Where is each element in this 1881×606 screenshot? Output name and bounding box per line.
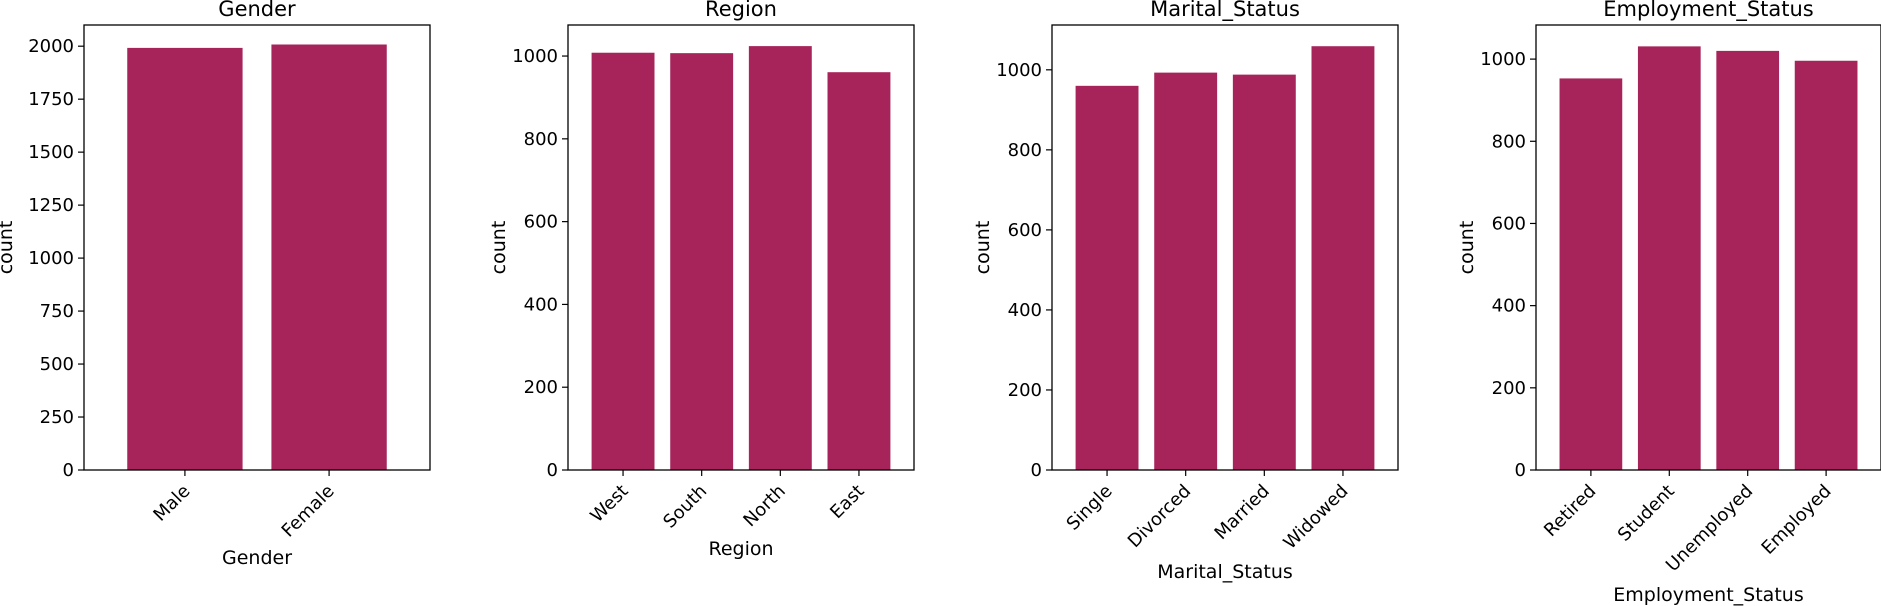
y-tick-label: 1750: [28, 89, 74, 110]
bar: [1637, 46, 1701, 470]
y-tick-label: 0: [547, 460, 558, 481]
x-tick-label: Divorced: [1124, 481, 1195, 552]
bar: [1154, 72, 1218, 471]
y-tick-label: 1000: [512, 46, 558, 67]
x-tick-label: Retired: [1540, 481, 1600, 541]
x-axis-label: Region: [708, 538, 773, 560]
chart-title: Employment_Status: [1603, 0, 1814, 22]
bar: [271, 44, 387, 470]
y-tick-label: 600: [1492, 213, 1526, 234]
chart-title: Region: [705, 0, 777, 21]
y-axis-label: count: [488, 221, 510, 275]
chart-panel: 0 250 500 750 1000 1250 1500 1750 2000 Male Female…: [0, 0, 431, 569]
chart-title: Gender: [218, 0, 296, 21]
bar: [1559, 78, 1623, 470]
axes-frame: [567, 24, 915, 471]
y-tick-label: 400: [524, 294, 558, 315]
y-tick-label: 600: [524, 212, 558, 233]
chart-panel: 0 200 400 600 800 1000 Single Divorced Married Wi…: [972, 0, 1399, 583]
bar: [591, 52, 655, 470]
y-tick-label: 200: [1492, 378, 1526, 399]
y-tick-label: 800: [1492, 131, 1526, 152]
y-tick-label: 0: [1515, 460, 1526, 481]
x-tick-label: West: [586, 481, 632, 527]
x-tick-label: Female: [278, 481, 339, 542]
bar: [1075, 85, 1139, 471]
x-axis-label: Employment_Status: [1613, 584, 1803, 606]
y-tick-label: 1000: [996, 60, 1042, 81]
y-tick-label: 800: [524, 129, 558, 150]
y-tick-label: 400: [1492, 296, 1526, 317]
x-tick-label: Male: [149, 481, 194, 526]
y-tick-label: 750: [40, 301, 74, 322]
bar: [827, 72, 891, 470]
bar: [1232, 74, 1296, 470]
x-tick-label: Single: [1063, 481, 1117, 535]
y-axis-label: count: [1456, 221, 1478, 275]
y-tick-label: 0: [63, 460, 74, 481]
x-tick-label: Employed: [1758, 481, 1836, 559]
y-tick-label: 1000: [1480, 49, 1526, 70]
x-tick-label: Widowed: [1280, 481, 1353, 554]
x-axis-label: Marital_Status: [1157, 561, 1293, 583]
bar: [748, 46, 812, 470]
y-tick-label: 200: [1008, 380, 1042, 401]
y-tick-label: 1000: [28, 248, 74, 269]
y-tick-label: 2000: [28, 36, 74, 57]
bar: [1794, 60, 1858, 470]
x-tick-label: East: [826, 481, 868, 523]
x-tick-label: North: [739, 481, 789, 531]
bar: [1311, 46, 1375, 470]
y-axis-label: count: [0, 221, 17, 275]
bar: [127, 47, 243, 471]
y-tick-label: 800: [1008, 140, 1042, 161]
x-axis-label: Gender: [222, 547, 292, 569]
axes-frame: [1535, 24, 1881, 471]
y-tick-label: 0: [1031, 460, 1042, 481]
y-tick-label: 1500: [28, 142, 74, 163]
y-tick-label: 600: [1008, 220, 1042, 241]
y-tick-label: 400: [1008, 300, 1042, 321]
chart-title: Marital_Status: [1150, 0, 1300, 22]
x-tick-label: Married: [1211, 481, 1274, 544]
bar: [670, 53, 734, 471]
y-tick-label: 1250: [28, 195, 74, 216]
chart-panel: 0 200 400 600 800 1000 West South North East Regio…: [488, 0, 915, 560]
y-tick-label: 250: [40, 407, 74, 428]
bar: [1716, 50, 1780, 471]
y-axis-label: count: [972, 221, 994, 275]
y-tick-label: 200: [524, 377, 558, 398]
x-tick-label: South: [659, 481, 711, 533]
axes-frame: [1051, 24, 1399, 471]
axes-frame: [83, 24, 431, 471]
y-tick-label: 500: [40, 354, 74, 375]
x-tick-label: Student: [1614, 481, 1679, 546]
